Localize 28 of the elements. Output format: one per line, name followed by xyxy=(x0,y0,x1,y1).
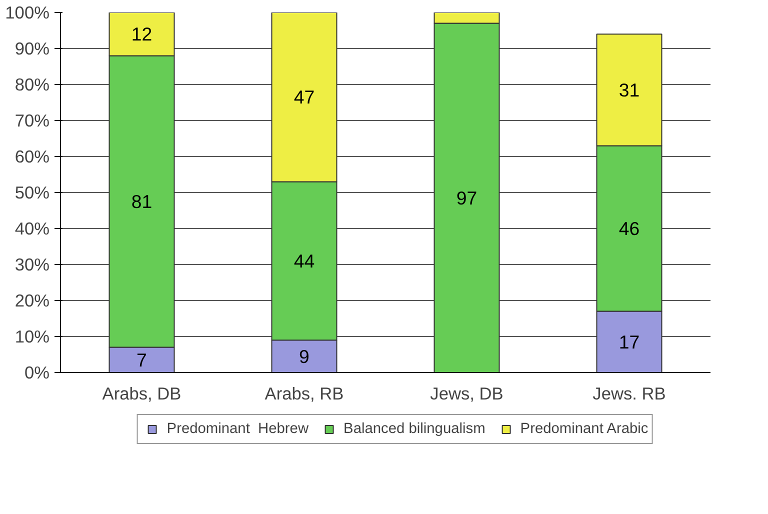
data-label: 44 xyxy=(294,250,315,272)
y-tick-label: 80% xyxy=(14,74,50,94)
legend-label: Predominant Arabic xyxy=(520,420,648,436)
data-label: 97 xyxy=(456,187,478,208)
y-tick-label: 20% xyxy=(14,290,50,310)
legend-label: Balanced bilingualism xyxy=(344,420,486,436)
legend-label: Predominant Hebrew xyxy=(166,420,309,436)
x-tick-label: Jews, DB xyxy=(430,384,504,404)
y-tick-label: 100% xyxy=(5,2,50,22)
y-tick-label: 10% xyxy=(14,326,50,346)
x-tick-label: Arabs, DB xyxy=(102,384,182,404)
data-label: 7 xyxy=(136,349,147,370)
data-label: 46 xyxy=(618,218,640,239)
y-tick-label: 40% xyxy=(14,218,50,238)
y-tick-label: 50% xyxy=(14,182,50,202)
y-tick-label: 0% xyxy=(24,362,50,382)
data-label: 9 xyxy=(299,346,310,367)
y-tick-label: 30% xyxy=(14,254,50,274)
data-label: 12 xyxy=(131,24,152,45)
data-label: 81 xyxy=(131,191,152,212)
y-tick-label: 70% xyxy=(14,110,50,130)
data-label: 17 xyxy=(618,331,640,352)
y-tick-label: 60% xyxy=(14,146,50,166)
data-label: 47 xyxy=(294,86,315,108)
data-label: 31 xyxy=(618,79,640,100)
x-tick-label: Arabs, RB xyxy=(264,384,344,404)
y-tick-label: 90% xyxy=(14,38,50,58)
x-tick-label: Jews. RB xyxy=(592,384,666,404)
